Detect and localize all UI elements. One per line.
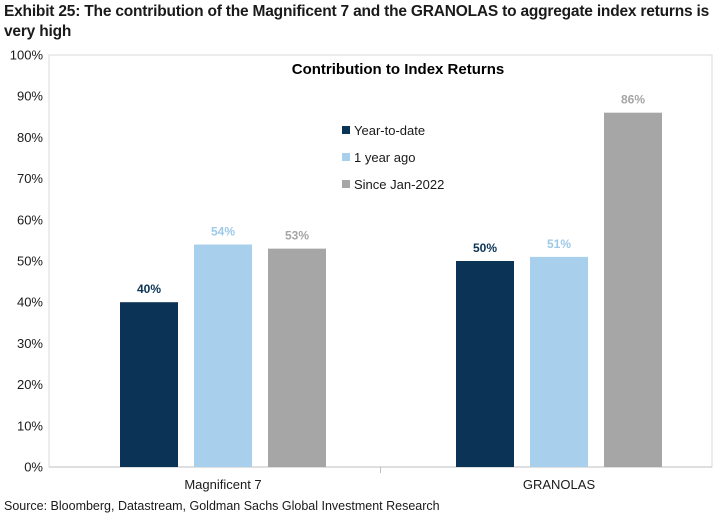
y-tick-label: 0% (24, 460, 43, 475)
data-label: 54% (211, 225, 235, 239)
data-labels: 40% 54% 53% 50% 51% 86% (137, 93, 645, 297)
data-label: 50% (473, 241, 497, 255)
data-label: 53% (285, 229, 309, 243)
data-label: 86% (621, 93, 645, 107)
y-tick-label: 90% (17, 89, 43, 104)
legend: Year-to-date 1 year ago Since Jan-2022 (342, 123, 444, 192)
y-tick-label: 80% (17, 130, 43, 145)
legend-swatch (342, 180, 350, 188)
x-axis: Magnificent 7 GRANOLAS (184, 477, 595, 492)
chart-title: Contribution to Index Returns (292, 61, 504, 78)
legend-swatch (342, 153, 350, 161)
y-axis: 0% 10% 20% 30% 40% 50% 60% 70% 80% 90% 100% (10, 48, 44, 475)
y-tick-label: 70% (17, 171, 43, 186)
y-tick-label: 20% (17, 377, 43, 392)
bar (530, 256, 588, 467)
y-tick-label: 50% (17, 254, 43, 269)
bar (456, 261, 514, 467)
source-note: Source: Bloomberg, Datastream, Goldman S… (4, 499, 440, 513)
data-label: 40% (137, 282, 161, 296)
x-tick-label: GRANOLAS (523, 477, 596, 492)
bar (604, 112, 662, 468)
y-tick-label: 30% (17, 336, 43, 351)
legend-label: Since Jan-2022 (354, 177, 444, 192)
legend-label: Year-to-date (354, 123, 425, 138)
x-tick-label: Magnificent 7 (184, 477, 261, 492)
bar (268, 248, 326, 467)
data-label: 51% (547, 237, 571, 251)
bars (120, 112, 662, 468)
y-tick-label: 60% (17, 212, 43, 227)
legend-swatch (342, 126, 350, 134)
bar (120, 302, 178, 467)
legend-label: 1 year ago (354, 150, 415, 165)
exhibit-title: Exhibit 25: The contribution of the Magn… (4, 3, 710, 40)
y-tick-label: 40% (17, 295, 43, 310)
y-tick-label: 10% (17, 418, 43, 433)
y-tick-label: 100% (10, 48, 44, 63)
bar (194, 244, 252, 467)
